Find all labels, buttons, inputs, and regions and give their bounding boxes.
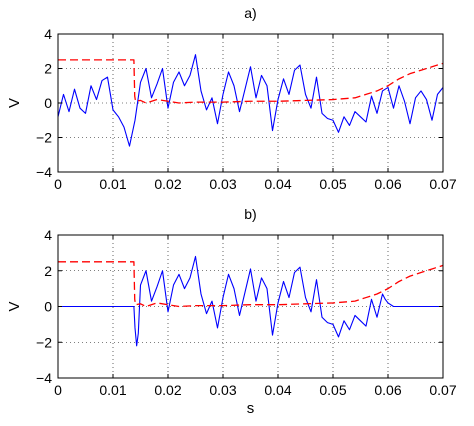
chart-1-xtick-label-4: 0.04 bbox=[264, 382, 291, 398]
chart-0-ytick-label-1: −2 bbox=[36, 130, 52, 146]
chart-0-title: a) bbox=[244, 5, 256, 21]
chart-0-ytick-label-2: 0 bbox=[44, 95, 52, 111]
chart-1-ytick-label-2: 0 bbox=[44, 299, 52, 315]
chart-1-ytick-label-0: −4 bbox=[36, 370, 52, 386]
chart-1-series-1-line bbox=[58, 261, 443, 308]
chart-1-ytick-label-1: −2 bbox=[36, 334, 52, 350]
chart-0-ylabel: V bbox=[6, 98, 23, 108]
chart-1-xtick-label-7: 0.07 bbox=[429, 382, 456, 398]
chart-0-ytick-label-0: −4 bbox=[36, 164, 52, 180]
chart-1-ytick-label-3: 2 bbox=[44, 263, 52, 279]
chart-0-series-1-line bbox=[58, 59, 443, 104]
chart-0-xtick-label-2: 0.02 bbox=[154, 176, 181, 192]
chart-0-xtick-label-6: 0.06 bbox=[374, 176, 401, 192]
chart-0-xtick-label-0: 0 bbox=[54, 176, 62, 192]
chart-0-ytick-label-3: 2 bbox=[44, 61, 52, 77]
chart-1-xtick-label-5: 0.05 bbox=[319, 382, 346, 398]
chart-1-xlabel: s bbox=[247, 400, 255, 417]
chart-0-xtick-label-3: 0.03 bbox=[209, 176, 236, 192]
panel-a: 0 0.01 0.02 0.03 0.04 0.05 0.06 0.07 −4 −2 0 2 4 a) V bbox=[6, 5, 457, 192]
chart-0-xtick-label-1: 0.01 bbox=[99, 176, 126, 192]
chart-1-xtick-label-1: 0.01 bbox=[99, 382, 126, 398]
chart-0-series-0-line bbox=[58, 54, 443, 147]
chart-0-ytick-label-4: 4 bbox=[44, 26, 52, 42]
panel-b: 0 0.01 0.02 0.03 0.04 0.05 0.06 0.07 −4 −2 0 2 4 b) Vs bbox=[6, 206, 457, 417]
chart-1-xtick-label-6: 0.06 bbox=[374, 382, 401, 398]
chart-0-xtick-label-5: 0.05 bbox=[319, 176, 346, 192]
chart-0-xtick-label-4: 0.04 bbox=[264, 176, 291, 192]
chart-1-title: b) bbox=[244, 206, 256, 222]
chart-1-xtick-label-2: 0.02 bbox=[154, 382, 181, 398]
chart-1-series-0-line bbox=[58, 255, 443, 347]
chart-1-ylabel: V bbox=[6, 301, 23, 311]
chart-1-ytick-label-4: 4 bbox=[44, 227, 52, 243]
chart-1-xtick-label-0: 0 bbox=[54, 382, 62, 398]
chart-1-xtick-label-3: 0.03 bbox=[209, 382, 236, 398]
chart-0-xtick-label-7: 0.07 bbox=[429, 176, 456, 192]
